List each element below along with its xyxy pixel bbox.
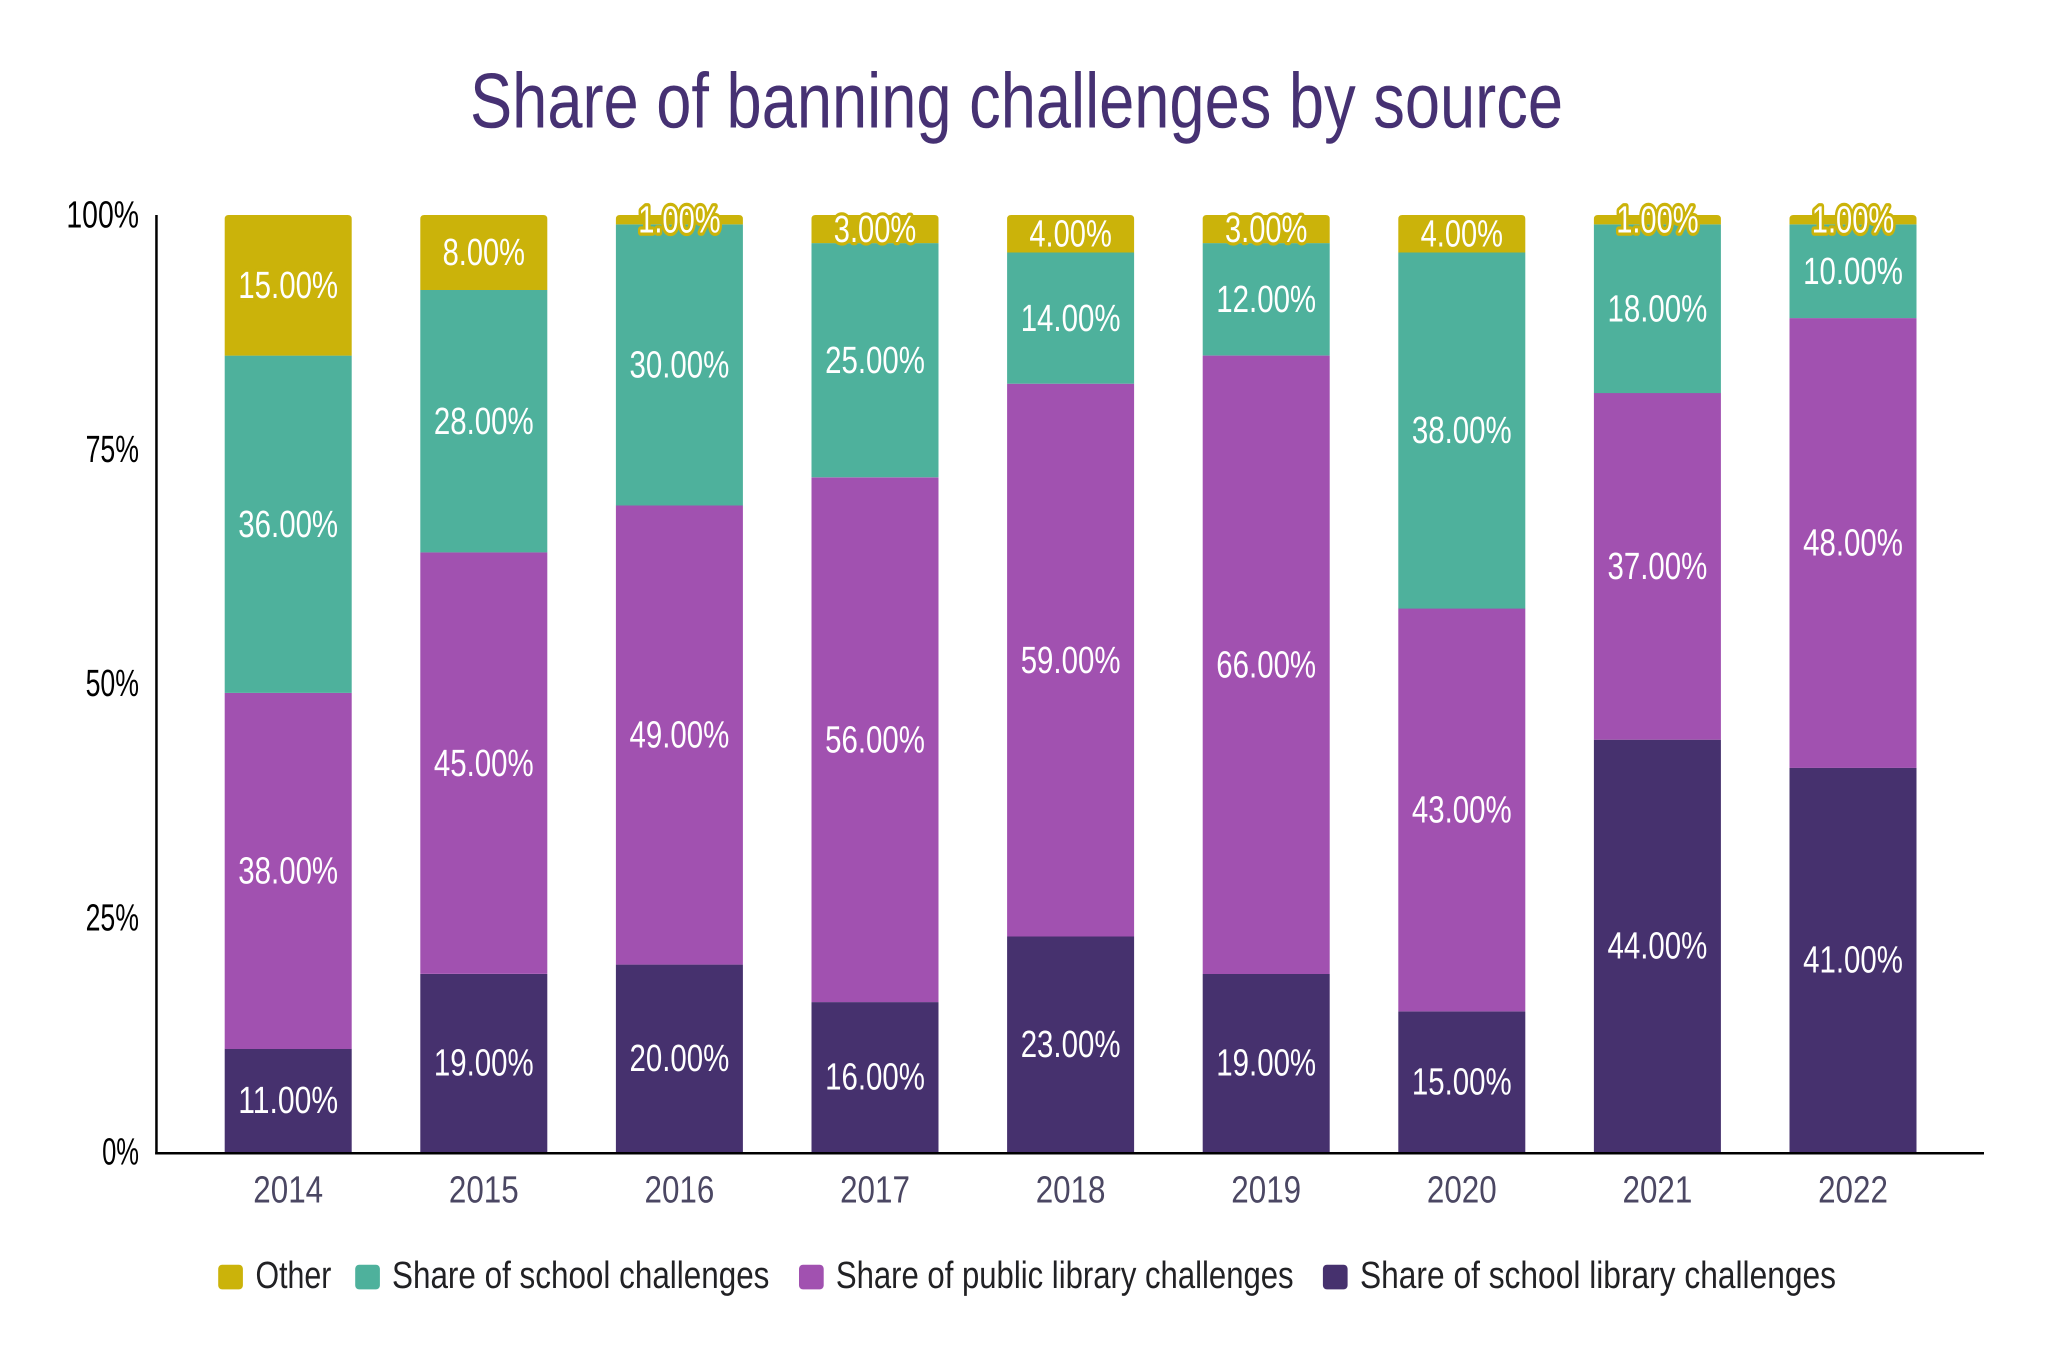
svg-text:Other: Other bbox=[256, 1255, 332, 1297]
svg-text:Share of school challenges: Share of school challenges bbox=[392, 1255, 769, 1297]
svg-text:2014: 2014 bbox=[253, 1170, 323, 1212]
svg-text:1.00%: 1.00% bbox=[1616, 199, 1698, 241]
svg-text:100%: 100% bbox=[66, 195, 139, 237]
svg-text:1.00%: 1.00% bbox=[638, 199, 720, 241]
svg-text:49.00%: 49.00% bbox=[630, 715, 730, 757]
svg-text:36.00%: 36.00% bbox=[238, 504, 338, 546]
svg-text:3.00%: 3.00% bbox=[1225, 209, 1307, 251]
svg-text:59.00%: 59.00% bbox=[1021, 640, 1121, 682]
svg-text:38.00%: 38.00% bbox=[238, 851, 338, 893]
svg-text:2017: 2017 bbox=[840, 1170, 910, 1212]
svg-text:25%: 25% bbox=[86, 898, 139, 940]
svg-text:1.00%: 1.00% bbox=[1812, 199, 1894, 241]
svg-text:30.00%: 30.00% bbox=[630, 345, 730, 387]
svg-text:2018: 2018 bbox=[1036, 1170, 1106, 1212]
svg-text:20.00%: 20.00% bbox=[630, 1038, 730, 1080]
svg-text:28.00%: 28.00% bbox=[434, 401, 534, 443]
svg-text:15.00%: 15.00% bbox=[238, 265, 338, 307]
svg-text:2019: 2019 bbox=[1231, 1170, 1301, 1212]
svg-text:Share of banning challenges by: Share of banning challenges by source bbox=[470, 56, 1563, 144]
svg-text:15.00%: 15.00% bbox=[1412, 1061, 1512, 1103]
svg-text:14.00%: 14.00% bbox=[1021, 298, 1121, 340]
svg-text:12.00%: 12.00% bbox=[1216, 279, 1316, 321]
svg-text:Share of public library challe: Share of public library challenges bbox=[836, 1255, 1294, 1297]
svg-text:8.00%: 8.00% bbox=[443, 232, 525, 274]
svg-text:2021: 2021 bbox=[1623, 1170, 1693, 1212]
svg-text:2022: 2022 bbox=[1818, 1170, 1888, 1212]
svg-text:4.00%: 4.00% bbox=[1029, 213, 1111, 255]
svg-text:0%: 0% bbox=[102, 1132, 139, 1174]
svg-text:2020: 2020 bbox=[1427, 1170, 1497, 1212]
svg-text:10.00%: 10.00% bbox=[1803, 251, 1903, 293]
svg-text:38.00%: 38.00% bbox=[1412, 410, 1512, 452]
svg-text:75%: 75% bbox=[86, 429, 139, 471]
svg-text:16.00%: 16.00% bbox=[825, 1057, 925, 1099]
svg-text:2015: 2015 bbox=[449, 1170, 519, 1212]
svg-text:43.00%: 43.00% bbox=[1412, 790, 1512, 832]
svg-text:41.00%: 41.00% bbox=[1803, 940, 1903, 982]
svg-text:19.00%: 19.00% bbox=[1216, 1043, 1316, 1085]
svg-text:2016: 2016 bbox=[645, 1170, 715, 1212]
svg-text:4.00%: 4.00% bbox=[1421, 213, 1503, 255]
svg-text:56.00%: 56.00% bbox=[825, 719, 925, 761]
svg-text:19.00%: 19.00% bbox=[434, 1043, 534, 1085]
svg-text:45.00%: 45.00% bbox=[434, 743, 534, 785]
svg-text:3.00%: 3.00% bbox=[834, 209, 916, 251]
svg-text:48.00%: 48.00% bbox=[1803, 523, 1903, 565]
svg-text:44.00%: 44.00% bbox=[1608, 926, 1708, 968]
svg-text:11.00%: 11.00% bbox=[238, 1080, 338, 1122]
svg-text:18.00%: 18.00% bbox=[1608, 288, 1708, 330]
svg-text:66.00%: 66.00% bbox=[1216, 645, 1316, 687]
svg-text:23.00%: 23.00% bbox=[1021, 1024, 1121, 1066]
svg-text:37.00%: 37.00% bbox=[1608, 546, 1708, 588]
svg-text:50%: 50% bbox=[86, 663, 139, 705]
svg-text:Share of school library challe: Share of school library challenges bbox=[1360, 1255, 1836, 1297]
svg-text:25.00%: 25.00% bbox=[825, 340, 925, 382]
